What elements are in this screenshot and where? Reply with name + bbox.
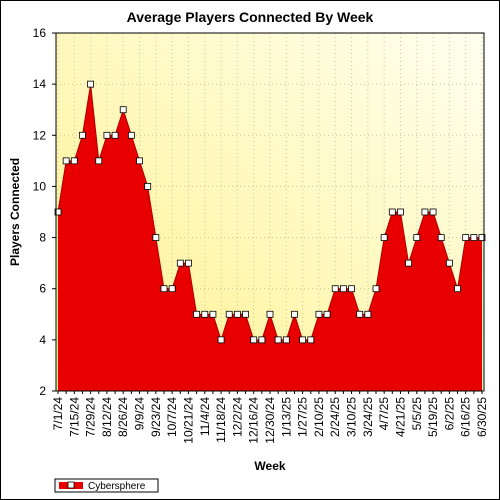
data-point bbox=[348, 285, 355, 293]
data-point bbox=[127, 131, 135, 139]
data-point bbox=[217, 336, 225, 344]
data-point bbox=[388, 208, 396, 216]
data-point bbox=[437, 234, 445, 241]
data-point bbox=[193, 310, 201, 318]
data-point bbox=[478, 234, 486, 241]
x-tick-label: 6/16/25 bbox=[459, 397, 473, 437]
y-tick-label: 10 bbox=[33, 179, 47, 193]
data-point bbox=[258, 336, 266, 344]
data-point bbox=[413, 234, 421, 241]
x-tick-label: 11/18/24 bbox=[214, 397, 228, 443]
data-point bbox=[356, 310, 364, 318]
x-tick-label: 3/24/25 bbox=[361, 397, 375, 437]
x-tick-label: 7/29/24 bbox=[84, 397, 98, 437]
data-point bbox=[176, 259, 184, 267]
x-tick-label: 1/13/25 bbox=[279, 397, 293, 437]
x-tick-label: 3/10/25 bbox=[345, 397, 359, 437]
x-tick-label: 5/19/25 bbox=[426, 397, 440, 437]
x-tick-label: 1/27/25 bbox=[296, 397, 310, 437]
y-tick-label: 4 bbox=[39, 333, 46, 347]
data-point bbox=[315, 310, 323, 318]
x-tick-label: 9/23/24 bbox=[149, 397, 163, 437]
y-tick-label: 8 bbox=[39, 231, 46, 245]
x-tick-label: 7/1/24 bbox=[51, 397, 65, 431]
y-axis-label: Players Connected bbox=[8, 158, 22, 266]
data-point bbox=[266, 310, 274, 318]
x-tick-label: 10/7/24 bbox=[165, 397, 179, 437]
x-tick-label: 7/15/24 bbox=[67, 397, 81, 437]
data-point bbox=[160, 285, 168, 293]
x-axis-label: Week bbox=[254, 459, 285, 473]
x-tick-label: 9/9/24 bbox=[133, 397, 147, 431]
data-point bbox=[136, 157, 143, 165]
data-point bbox=[462, 234, 470, 241]
legend: Cybersphere bbox=[54, 478, 159, 493]
area-fill-cybersphere bbox=[58, 84, 482, 392]
data-point bbox=[445, 259, 453, 267]
data-point bbox=[62, 157, 70, 165]
x-tick-label: 8/12/24 bbox=[100, 397, 114, 437]
data-point bbox=[274, 336, 282, 344]
data-point bbox=[307, 336, 315, 344]
x-tick-label: 5/5/25 bbox=[410, 397, 424, 431]
x-tick-label: 6/2/25 bbox=[442, 397, 456, 431]
x-tick-label: 2/24/25 bbox=[328, 397, 342, 437]
x-tick-label: 6/30/25 bbox=[475, 397, 489, 437]
x-tick-label: 11/4/24 bbox=[198, 397, 212, 436]
x-tick-label: 12/30/24 bbox=[263, 397, 277, 444]
data-point bbox=[372, 285, 380, 293]
y-tick-label: 6 bbox=[39, 282, 46, 296]
data-markers bbox=[54, 80, 486, 344]
x-tick-label: 12/2/24 bbox=[230, 397, 244, 437]
data-point bbox=[380, 234, 388, 241]
data-point bbox=[242, 310, 249, 318]
data-point bbox=[70, 157, 78, 165]
data-point bbox=[79, 131, 86, 139]
data-point bbox=[111, 131, 119, 139]
data-point bbox=[225, 310, 233, 318]
data-point bbox=[233, 310, 241, 318]
data-point bbox=[397, 208, 404, 216]
data-point bbox=[454, 285, 461, 293]
data-point bbox=[291, 310, 298, 318]
data-point bbox=[429, 208, 437, 216]
legend-label-cybersphere: Cybersphere bbox=[88, 481, 146, 492]
data-point bbox=[331, 285, 339, 293]
data-point bbox=[201, 310, 209, 318]
data-point bbox=[54, 208, 62, 216]
y-axis-ticks: 2 4 6 8 10 12 14 16 bbox=[33, 26, 56, 398]
x-tick-label: 4/7/25 bbox=[377, 397, 391, 431]
data-point bbox=[339, 285, 347, 293]
x-tick-label: 8/26/24 bbox=[116, 397, 130, 437]
x-axis-ticks: 7/1/24 7/15/24 7/29/24 8/12/24 8/26/24 9/9/24… bbox=[51, 391, 489, 444]
legend-marker bbox=[67, 481, 75, 489]
data-point bbox=[405, 259, 413, 267]
data-point bbox=[103, 131, 111, 139]
data-point bbox=[168, 285, 176, 293]
y-tick-label: 12 bbox=[33, 128, 47, 142]
data-point bbox=[95, 157, 103, 165]
x-tick-label: 10/21/24 bbox=[181, 397, 195, 444]
y-tick-label: 14 bbox=[33, 77, 47, 91]
chart-title: Average Players Connected By Week bbox=[127, 9, 374, 25]
x-tick-label: 12/16/24 bbox=[247, 397, 261, 444]
y-tick-label: 16 bbox=[33, 26, 47, 40]
data-point bbox=[144, 183, 152, 190]
data-point bbox=[209, 310, 217, 318]
data-point bbox=[87, 80, 95, 88]
data-point bbox=[421, 208, 429, 216]
data-point bbox=[364, 310, 372, 318]
y-tick-label: 2 bbox=[39, 384, 46, 398]
x-tick-label: 2/10/25 bbox=[312, 397, 326, 437]
data-point bbox=[299, 336, 307, 344]
data-point bbox=[119, 106, 127, 114]
data-point bbox=[185, 259, 192, 267]
data-point bbox=[152, 234, 160, 241]
data-point bbox=[323, 310, 331, 318]
data-point bbox=[470, 234, 478, 241]
x-tick-label: 4/21/25 bbox=[393, 397, 407, 437]
data-point bbox=[250, 336, 258, 344]
data-point bbox=[282, 336, 290, 344]
